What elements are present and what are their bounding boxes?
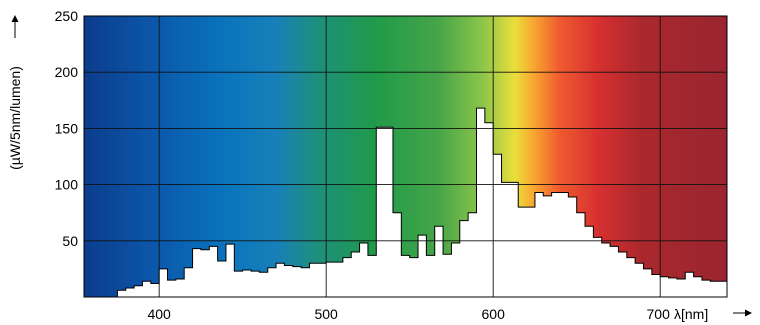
axes: 400 500 600 700 50 100 150 200 250 λ[nm] (µW/5nm/l… [7,8,752,322]
spectrum-background [84,16,727,297]
y-tick-label-150: 150 [55,120,79,136]
x-tick-label-700: 700 [647,306,671,322]
y-tick-label-250: 250 [55,8,79,24]
y-tick-label-100: 100 [55,177,79,193]
x-tick-label-400: 400 [147,306,171,322]
y-tick-label-200: 200 [55,64,79,80]
y-tick-label-50: 50 [62,233,78,249]
x-tick-label-600: 600 [482,306,506,322]
y-axis-label: (µW/5nm/lumen) [7,66,23,170]
x-tick-label-500: 500 [314,306,338,322]
spectral-area [117,108,728,297]
y-axis-arrow-icon [11,15,19,22]
x-axis-label: λ[nm] [674,306,708,322]
x-axis-arrow-icon [745,309,752,317]
plot-frame [83,15,728,298]
spectral-curve [116,107,728,298]
plot-area [84,16,728,298]
